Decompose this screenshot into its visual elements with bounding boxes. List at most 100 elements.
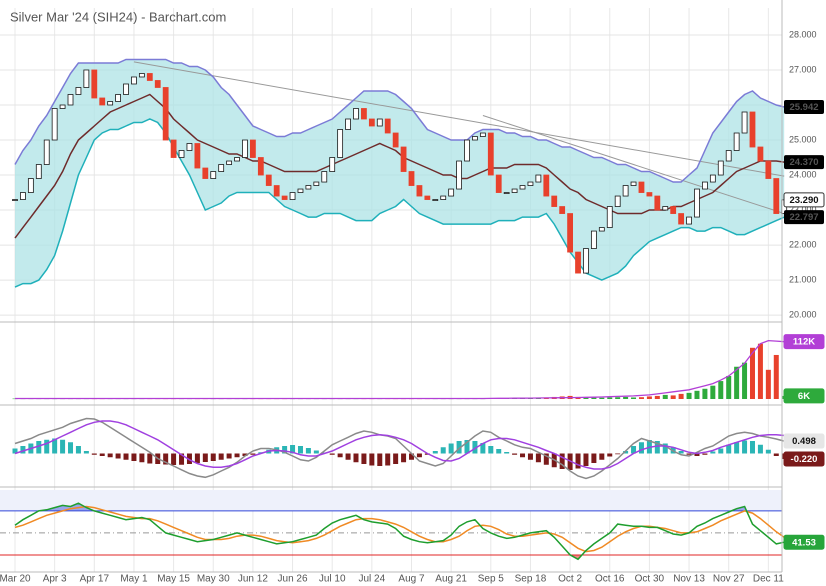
- macd-histogram-bar: [250, 453, 256, 455]
- macd-histogram-bar: [654, 441, 660, 454]
- macd-histogram-bar: [171, 453, 177, 465]
- candle: [559, 206, 566, 214]
- macd-histogram-bar: [99, 453, 105, 456]
- candle: [773, 178, 780, 214]
- last-value-label: 24.370: [789, 157, 818, 168]
- candle: [178, 150, 185, 158]
- candle: [630, 181, 637, 186]
- volume-bar: [607, 397, 613, 399]
- macd-histogram-bar: [599, 453, 605, 460]
- candle: [131, 76, 137, 85]
- last-value-box: [783, 334, 825, 350]
- volume-bar: [646, 396, 652, 399]
- candle: [43, 139, 50, 165]
- macd-histogram-bar: [218, 453, 224, 460]
- volume-bar: [662, 394, 668, 399]
- candle: [257, 157, 264, 176]
- macd-histogram-bar: [464, 440, 470, 454]
- candle: [694, 188, 700, 218]
- candle: [265, 174, 272, 186]
- candle: [408, 171, 415, 186]
- macd-histogram-bar: [734, 442, 740, 454]
- macd-histogram-bar: [44, 439, 50, 454]
- candle: [709, 174, 716, 183]
- last-value-label: 41.53: [792, 537, 816, 548]
- volume-bar: [615, 397, 621, 399]
- candle: [353, 108, 359, 120]
- overbought-zone: [0, 490, 782, 511]
- last-value-box: [783, 192, 825, 208]
- candle: [361, 108, 367, 120]
- x-tick-label: May 15: [157, 574, 190, 585]
- candle: [575, 251, 581, 274]
- macd-histogram-bar: [91, 453, 97, 455]
- candle: [27, 178, 34, 193]
- macd-histogram-bar: [186, 453, 192, 464]
- x-tick-label: Apr 17: [80, 574, 110, 585]
- candle: [646, 192, 653, 197]
- volume-bar: [694, 390, 700, 399]
- trendline: [482, 115, 785, 214]
- macd-histogram-bar: [353, 453, 359, 463]
- x-tick-label: Apr 3: [43, 574, 67, 585]
- candle: [686, 216, 692, 225]
- candle: [392, 132, 399, 148]
- macd-histogram-bar: [83, 451, 89, 454]
- candle: [678, 213, 685, 225]
- x-tick-label: Jun 12: [238, 574, 268, 585]
- macd-histogram-bar: [226, 453, 232, 459]
- x-tick-label: Nov 13: [673, 574, 705, 585]
- last-value-label: 6K: [798, 391, 810, 402]
- volume-bar: [718, 381, 724, 399]
- candle: [654, 195, 661, 211]
- candle: [170, 139, 177, 158]
- candle: [384, 118, 391, 134]
- macd-histogram-bar: [393, 453, 399, 464]
- candle: [733, 132, 740, 151]
- macd-histogram-bar: [369, 453, 375, 466]
- macd-histogram-bar: [401, 453, 407, 463]
- candle: [35, 164, 42, 179]
- band-area: [15, 59, 785, 288]
- candle: [472, 136, 478, 141]
- candle: [749, 111, 756, 148]
- last-value-box: [784, 155, 824, 170]
- candle: [99, 97, 106, 106]
- candle: [51, 108, 58, 141]
- candle: [717, 160, 724, 176]
- macd-histogram-bar: [20, 446, 26, 454]
- volume-bar: [623, 396, 629, 399]
- macd-histogram-bar: [282, 446, 288, 454]
- last-value-label: 23.290: [789, 195, 818, 206]
- macd-histogram-bar: [694, 453, 700, 456]
- candle: [606, 206, 613, 228]
- macd-histogram-bar: [575, 453, 581, 469]
- candle: [487, 132, 494, 176]
- macd-histogram-bar: [520, 453, 526, 458]
- candle: [194, 143, 201, 169]
- macd-histogram-bar: [409, 453, 414, 460]
- macd-histogram-bar: [623, 451, 629, 454]
- candle: [725, 150, 732, 162]
- macd-histogram-bar: [139, 453, 145, 463]
- candle: [519, 185, 526, 190]
- macd-histogram-bar: [773, 453, 779, 456]
- candle: [162, 87, 169, 141]
- chart-title: Silver Mar '24 (SIH24) - Barchart.com: [10, 9, 226, 24]
- macd-histogram-bar: [147, 453, 153, 464]
- x-tick-label: Jul 24: [359, 574, 386, 585]
- candle: [543, 174, 550, 197]
- macd-histogram-bar: [480, 443, 486, 454]
- macd-histogram-bar: [638, 442, 644, 454]
- last-value-box: [783, 433, 825, 449]
- macd-histogram-bar: [179, 453, 185, 465]
- macd-line: [14, 417, 785, 480]
- macd-histogram-bar: [504, 452, 510, 454]
- volume-bar: [686, 392, 692, 399]
- macd-histogram-bar: [615, 453, 621, 455]
- candle: [614, 195, 621, 207]
- candle: [432, 199, 439, 201]
- x-tick-label: Oct 16: [595, 574, 625, 585]
- candle: [622, 185, 629, 197]
- candle: [448, 188, 455, 197]
